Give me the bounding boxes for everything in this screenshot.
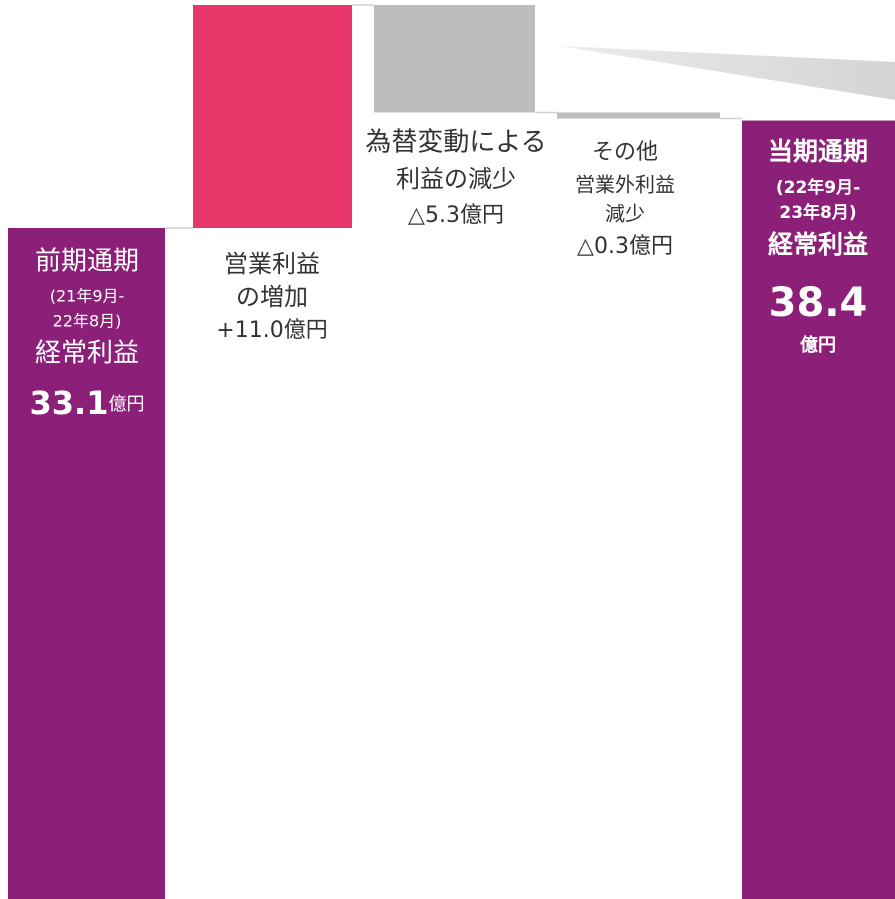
category-label: 為替変動による (365, 128, 546, 158)
unit-label: 億円 (108, 394, 144, 415)
category-label: 利益の減少 (396, 165, 516, 193)
value-label: 33.1億円 (30, 384, 145, 422)
value-label: △0.3億円 (577, 234, 673, 259)
value-label: +11.0億円 (216, 318, 327, 343)
category-label: の増加 (236, 283, 308, 311)
category-label: 経常利益 (768, 230, 868, 259)
category-label: 営業利益 (224, 250, 320, 278)
category-label: 22年8月) (53, 312, 122, 331)
bar (557, 112, 720, 119)
bar (374, 5, 535, 113)
category-label: 当期通期 (768, 137, 868, 166)
value-label: 38.4 (769, 280, 868, 326)
bar (8, 227, 165, 899)
category-label: 前期通期 (35, 247, 139, 277)
bar (742, 120, 895, 899)
category-label: 営業外利益 (575, 173, 675, 197)
category-label: (21年9月- (50, 287, 125, 306)
category-label: 経常利益 (35, 339, 139, 369)
decorative-arrow (560, 46, 895, 100)
category-label: 23年8月) (779, 202, 856, 223)
bar (193, 5, 352, 228)
unit-label: 億円 (800, 334, 836, 356)
value-label: △5.3億円 (408, 203, 504, 228)
category-label: 減少 (605, 202, 645, 226)
category-label: その他 (592, 140, 658, 165)
value-number: 33.1 (30, 384, 109, 422)
category-label: (22年9月- (776, 177, 860, 198)
